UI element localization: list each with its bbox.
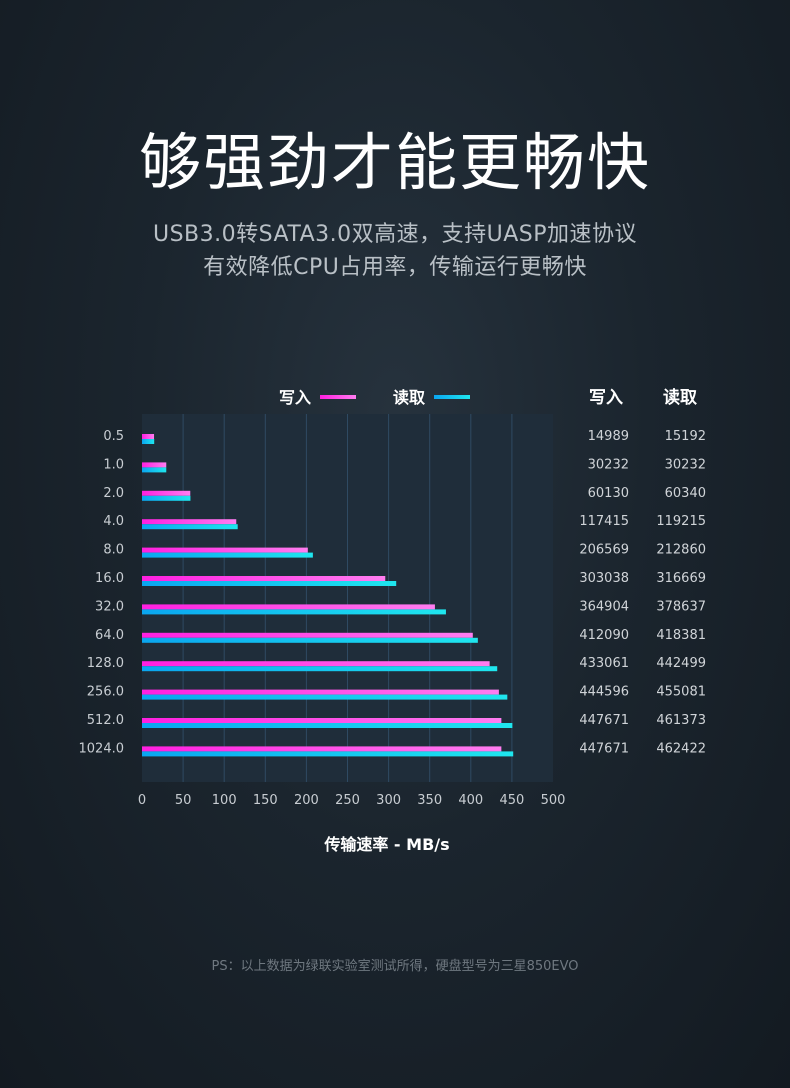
bar-read xyxy=(142,723,513,728)
bar-write xyxy=(142,604,435,610)
subtitle-line-1: USB3.0转SATA3.0双高速，支持UASP加速协议 xyxy=(152,222,637,247)
x-tick-label: 300 xyxy=(376,793,401,808)
x-tick-label: 500 xyxy=(541,793,566,808)
subtitle-line-2: 有效降低CPU占用率，传输运行更畅快 xyxy=(203,255,587,280)
bar-read xyxy=(142,524,238,530)
bar-read xyxy=(142,694,508,700)
bar-read xyxy=(142,609,446,615)
x-tick-label: 150 xyxy=(253,793,278,808)
table-value-write: 14989 xyxy=(588,429,629,444)
table-value-write: 60130 xyxy=(588,486,629,501)
bar-write xyxy=(142,519,237,525)
table-value-write: 30232 xyxy=(588,457,629,472)
bar-read xyxy=(142,439,155,444)
table-value-read: 462422 xyxy=(656,741,706,756)
x-tick-label: 200 xyxy=(294,793,319,808)
table-value-write: 206569 xyxy=(579,543,629,558)
table-value-read: 442499 xyxy=(656,656,706,671)
bar-read xyxy=(142,581,397,586)
legend-swatch-read xyxy=(434,395,470,399)
table-value-read: 60340 xyxy=(665,486,706,501)
bar-write xyxy=(142,462,167,468)
table-header-read: 读取 xyxy=(663,387,697,408)
category-label: 256.0 xyxy=(87,685,124,700)
table-value-write: 364904 xyxy=(579,599,629,614)
table-value-read: 15192 xyxy=(665,429,706,444)
bar-write xyxy=(142,661,490,667)
x-tick-label: 0 xyxy=(138,793,146,808)
table-value-write: 433061 xyxy=(579,656,629,671)
bar-read xyxy=(142,467,167,473)
bar-write xyxy=(142,689,499,695)
x-tick-label: 400 xyxy=(458,793,483,808)
bar-read xyxy=(142,637,478,643)
table-value-read: 30232 xyxy=(665,457,706,472)
category-label: 32.0 xyxy=(95,599,124,614)
bar-read xyxy=(142,751,514,757)
category-label: 1024.0 xyxy=(79,741,125,756)
legend-label-write: 写入 xyxy=(279,388,311,407)
category-label: 2.0 xyxy=(103,486,124,501)
legend-label-read: 读取 xyxy=(393,388,425,407)
x-tick-label: 350 xyxy=(417,793,442,808)
x-tick-label: 450 xyxy=(499,793,524,808)
table-value-write: 303038 xyxy=(579,571,629,586)
table-value-write: 447671 xyxy=(579,713,629,728)
bar-read xyxy=(142,552,313,558)
category-label: 512.0 xyxy=(87,713,124,728)
category-label: 1.0 xyxy=(103,457,124,472)
page-title: 够强劲才能更畅快 xyxy=(138,126,651,199)
legend-swatch-write xyxy=(320,395,356,399)
table-value-read: 461373 xyxy=(656,713,706,728)
category-label: 128.0 xyxy=(87,656,124,671)
bar-write xyxy=(142,746,502,752)
bar-write xyxy=(142,576,386,581)
footnote: PS：以上数据为绿联实验室测试所得，硬盘型号为三星850EVO xyxy=(211,959,579,974)
category-label: 0.5 xyxy=(103,429,124,444)
category-label: 4.0 xyxy=(103,514,124,529)
table-value-read: 212860 xyxy=(656,543,706,558)
bar-write xyxy=(142,718,502,723)
table-value-read: 119215 xyxy=(656,514,706,529)
table-value-write: 412090 xyxy=(579,628,629,643)
table-header-write: 写入 xyxy=(589,388,623,408)
bar-write xyxy=(142,490,191,496)
x-tick-label: 50 xyxy=(175,793,192,808)
category-label: 8.0 xyxy=(103,543,124,558)
bar-write xyxy=(142,632,473,638)
bar-read xyxy=(142,666,498,672)
x-tick-label: 250 xyxy=(335,793,360,808)
table-value-read: 316669 xyxy=(656,571,706,586)
bar-write xyxy=(142,547,308,553)
x-axis-title: 传输速率 - MB/s xyxy=(323,835,449,854)
table-value-write: 447671 xyxy=(579,741,629,756)
table-value-read: 418381 xyxy=(656,628,706,643)
x-tick-label: 100 xyxy=(212,793,237,808)
table-value-write: 444596 xyxy=(579,685,629,700)
bar-write xyxy=(142,434,155,439)
bar-read xyxy=(142,495,191,501)
category-label: 16.0 xyxy=(95,571,124,586)
category-label: 64.0 xyxy=(95,628,124,643)
table-value-read: 455081 xyxy=(656,685,706,700)
table-value-write: 117415 xyxy=(579,514,629,529)
table-value-read: 378637 xyxy=(656,599,706,614)
